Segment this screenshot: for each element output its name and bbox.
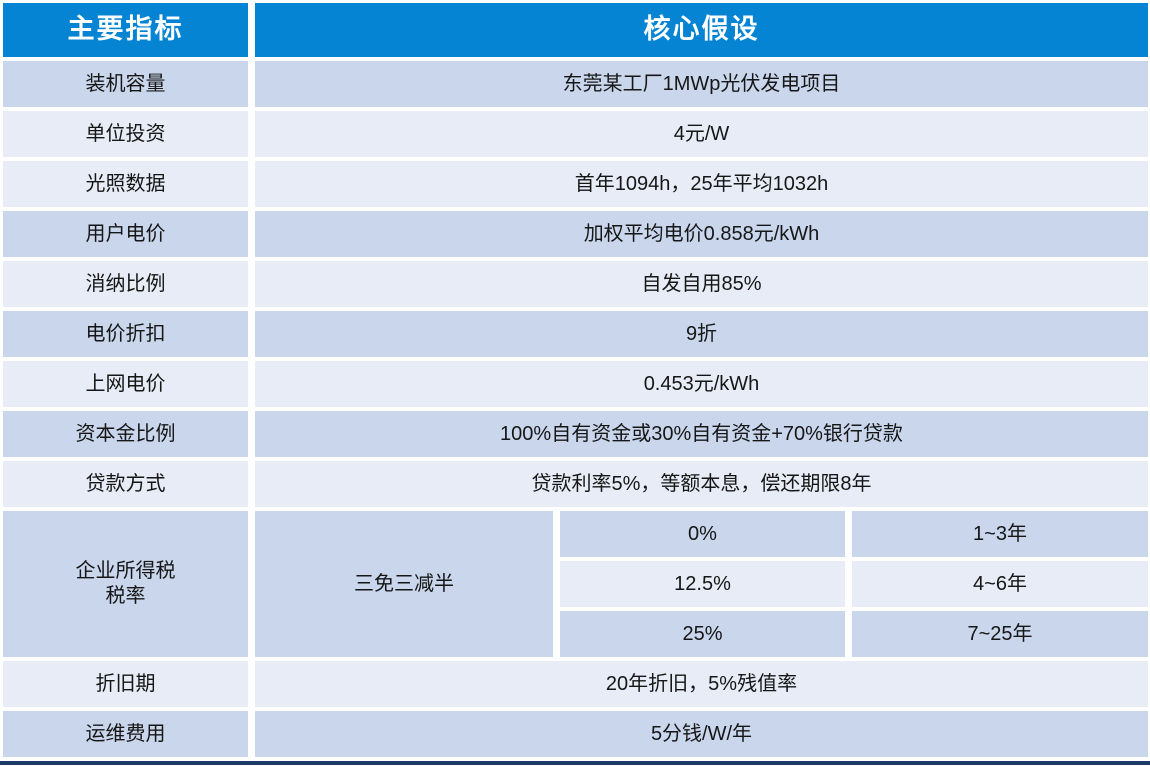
tax-label-line2: 税率	[105, 585, 146, 607]
row-value-unit-investment: 4元/W	[255, 111, 1148, 157]
row-value-om-cost: 5分钱/W/年	[255, 711, 1148, 757]
tax-section-label: 企业所得税 税率	[3, 511, 248, 657]
tax-section-row: 企业所得税 税率 三免三减半 0% 1~3年 12.5% 4~6年 25% 7~…	[3, 511, 1148, 657]
tax-rate-cell: 0%	[560, 511, 845, 557]
row-label-grid-tariff: 上网电价	[3, 361, 248, 407]
table-row: 资本金比例 100%自有资金或30%自有资金+70%银行贷款	[3, 411, 1148, 457]
row-value-installed-capacity: 东莞某工厂1MWp光伏发电项目	[255, 61, 1148, 107]
row-label-self-consumption-ratio: 消纳比例	[3, 261, 248, 307]
table-row: 电价折扣 9折	[3, 311, 1148, 357]
tax-label-line1: 企业所得税	[75, 560, 176, 582]
table-row: 贷款方式 贷款利率5%，等额本息，偿还期限8年	[3, 461, 1148, 507]
table-row: 光照数据 首年1094h，25年平均1032h	[3, 161, 1148, 207]
row-label-loan-terms: 贷款方式	[3, 461, 248, 507]
row-value-irradiance-data: 首年1094h，25年平均1032h	[255, 161, 1148, 207]
header-core-assumptions: 核心假设	[255, 3, 1148, 57]
row-label-installed-capacity: 装机容量	[3, 61, 248, 107]
table-row: 运维费用 5分钱/W/年	[3, 711, 1148, 757]
row-label-depreciation: 折旧期	[3, 661, 248, 707]
row-value-equity-ratio: 100%自有资金或30%自有资金+70%银行贷款	[255, 411, 1148, 457]
bottom-divider-bar	[0, 761, 1150, 765]
row-label-user-tariff: 用户电价	[3, 211, 248, 257]
tax-bracket-row: 0% 1~3年	[560, 511, 1148, 557]
table-row: 折旧期 20年折旧，5%残值率	[3, 661, 1148, 707]
tax-rate-cell: 12.5%	[560, 561, 845, 607]
row-value-user-tariff: 加权平均电价0.858元/kWh	[255, 211, 1148, 257]
tax-bracket-row: 25% 7~25年	[560, 611, 1148, 657]
header-main-indicators: 主要指标	[3, 3, 248, 57]
table-header-row: 主要指标 核心假设	[3, 3, 1148, 57]
tax-period-cell: 4~6年	[852, 561, 1148, 607]
tax-period-cell: 1~3年	[852, 511, 1148, 557]
table-row: 单位投资 4元/W	[3, 111, 1148, 157]
row-value-depreciation: 20年折旧，5%残值率	[255, 661, 1148, 707]
table-row: 上网电价 0.453元/kWh	[3, 361, 1148, 407]
table-row: 消纳比例 自发自用85%	[3, 261, 1148, 307]
row-value-self-consumption-ratio: 自发自用85%	[255, 261, 1148, 307]
row-value-loan-terms: 贷款利率5%，等额本息，偿还期限8年	[255, 461, 1148, 507]
row-value-grid-tariff: 0.453元/kWh	[255, 361, 1148, 407]
tax-policy-cell: 三免三减半	[255, 511, 553, 657]
tax-period-cell: 7~25年	[852, 611, 1148, 657]
row-label-irradiance-data: 光照数据	[3, 161, 248, 207]
tax-brackets: 0% 1~3年 12.5% 4~6年 25% 7~25年	[560, 511, 1148, 657]
table-row: 装机容量 东莞某工厂1MWp光伏发电项目	[3, 61, 1148, 107]
table-row: 用户电价 加权平均电价0.858元/kWh	[3, 211, 1148, 257]
tax-bracket-row: 12.5% 4~6年	[560, 561, 1148, 607]
row-label-om-cost: 运维费用	[3, 711, 248, 757]
row-label-equity-ratio: 资本金比例	[3, 411, 248, 457]
row-label-unit-investment: 单位投资	[3, 111, 248, 157]
row-value-tariff-discount: 9折	[255, 311, 1148, 357]
row-label-tariff-discount: 电价折扣	[3, 311, 248, 357]
tax-rate-cell: 25%	[560, 611, 845, 657]
